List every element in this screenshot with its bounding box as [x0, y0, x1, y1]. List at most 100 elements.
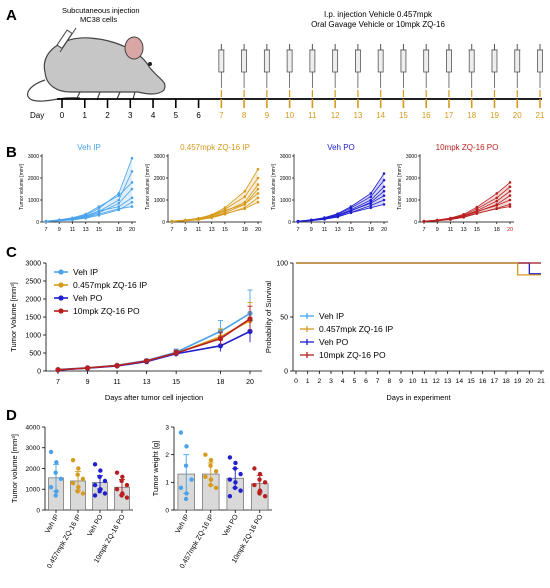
- y-tick-label: 2000: [25, 296, 41, 303]
- data-point: [70, 458, 76, 463]
- data-point: [130, 187, 134, 191]
- x-tick-label: 9: [399, 378, 403, 385]
- x-tick-label: 20: [246, 379, 254, 386]
- data-point: [369, 198, 373, 202]
- data-point: [183, 496, 189, 502]
- x-tick-label: 18: [502, 378, 510, 385]
- data-point: [117, 198, 121, 202]
- timeline-day: 4: [151, 111, 156, 120]
- y-axis-label: Tumor volume [mm³]: [271, 163, 277, 210]
- x-tick-label: 18: [217, 379, 225, 386]
- data-point: [256, 167, 260, 171]
- category-label: Veh IP: [175, 513, 192, 535]
- syringe-row: [218, 44, 543, 97]
- y-tick-label: 0: [37, 368, 41, 375]
- data-point: [495, 196, 499, 200]
- data-point: [382, 189, 386, 193]
- data-point: [102, 491, 108, 496]
- syringe-icon: [468, 44, 475, 97]
- panel-letter-b: B: [6, 144, 17, 161]
- data-point: [84, 216, 87, 219]
- data-point: [252, 482, 257, 488]
- syringe-icon: [56, 27, 77, 53]
- data-point: [130, 200, 134, 204]
- x-tick-label: 9: [310, 227, 313, 233]
- x-tick-label: 7: [422, 227, 425, 233]
- panel-d-tumor-volume: 0 1000 2000 3000 4000 Tumor volume [mm³] Veh I…: [10, 424, 133, 570]
- data-point: [232, 466, 238, 471]
- y-tick-label: 1000: [26, 487, 41, 494]
- syringe-barrel: [491, 49, 498, 73]
- y-tick-label: 1: [165, 480, 169, 487]
- data-point: [70, 480, 76, 486]
- x-tick-label: 13: [335, 227, 341, 233]
- y-tick-label: 1000: [28, 198, 39, 204]
- data-point: [57, 219, 61, 222]
- syringe-barrel: [263, 49, 270, 73]
- syringe-icon: [218, 44, 225, 97]
- data-point: [296, 220, 300, 223]
- x-tick-label: 8: [387, 378, 391, 385]
- data-point: [84, 365, 91, 371]
- y-axis-label: Tumor volume [mm³]: [145, 163, 151, 210]
- data-point: [382, 194, 386, 197]
- x-tick-label: 11: [70, 227, 76, 233]
- data-point: [508, 189, 512, 193]
- data-point: [44, 220, 48, 223]
- legend-marker: [58, 269, 64, 275]
- x-tick-label: 11: [113, 379, 120, 386]
- syringe-barrel: [377, 49, 384, 73]
- timeline-day: 9: [265, 111, 270, 120]
- data-point: [119, 493, 124, 498]
- data-point: [97, 212, 101, 216]
- data-point: [435, 219, 439, 222]
- data-point: [256, 183, 260, 186]
- y-tick-label: 2000: [26, 466, 41, 473]
- x-tick-label: 13: [461, 227, 467, 233]
- x-tick-label: 20: [507, 227, 513, 233]
- data-point: [130, 196, 134, 200]
- data-point: [120, 474, 125, 479]
- data-point: [102, 478, 108, 484]
- data-point: [80, 491, 86, 496]
- data-point: [369, 206, 373, 209]
- panel-letter-d: D: [6, 407, 17, 424]
- syringe-icon: [537, 44, 543, 97]
- y-axis-label: Tumor volume [mm³]: [397, 163, 403, 210]
- legend-marker: [58, 282, 64, 288]
- data-point: [243, 195, 247, 198]
- y-axis-label: Tumor volume [mm³]: [19, 163, 25, 210]
- y-tick-label: 2: [165, 452, 169, 459]
- syringe-barrel: [241, 49, 247, 73]
- data-point: [117, 194, 121, 197]
- syringe-barrel: [537, 49, 543, 73]
- data-point: [243, 207, 247, 211]
- syringe-icon: [354, 44, 361, 97]
- y-axis-label: Probability of Survival: [264, 281, 273, 353]
- data-point: [170, 220, 174, 223]
- data-point: [382, 185, 386, 189]
- data-point: [256, 176, 260, 180]
- data-point: [382, 203, 386, 206]
- x-tick-label: 17: [491, 378, 499, 385]
- syringe-icon: [400, 44, 407, 97]
- syringe-barrel: [468, 49, 475, 73]
- y-tick-label: 500: [29, 350, 41, 357]
- timeline-day: 12: [331, 111, 340, 120]
- x-tick-label: 10: [409, 378, 417, 385]
- x-tick-label: 20: [381, 227, 387, 233]
- data-point: [217, 336, 224, 342]
- timeline-day: 0: [60, 111, 65, 120]
- data-point: [369, 202, 373, 205]
- x-tick-label: 6: [364, 378, 368, 385]
- x-tick-label: 13: [143, 379, 151, 386]
- data-point: [183, 463, 189, 468]
- panel-letter-c: C: [6, 244, 17, 261]
- data-point: [92, 462, 98, 467]
- x-tick-label: 15: [96, 227, 102, 233]
- data-point: [243, 189, 247, 193]
- data-point: [508, 205, 512, 208]
- x-axis-label: Days in experiment: [386, 393, 451, 402]
- x-tick-label: 20: [129, 227, 135, 233]
